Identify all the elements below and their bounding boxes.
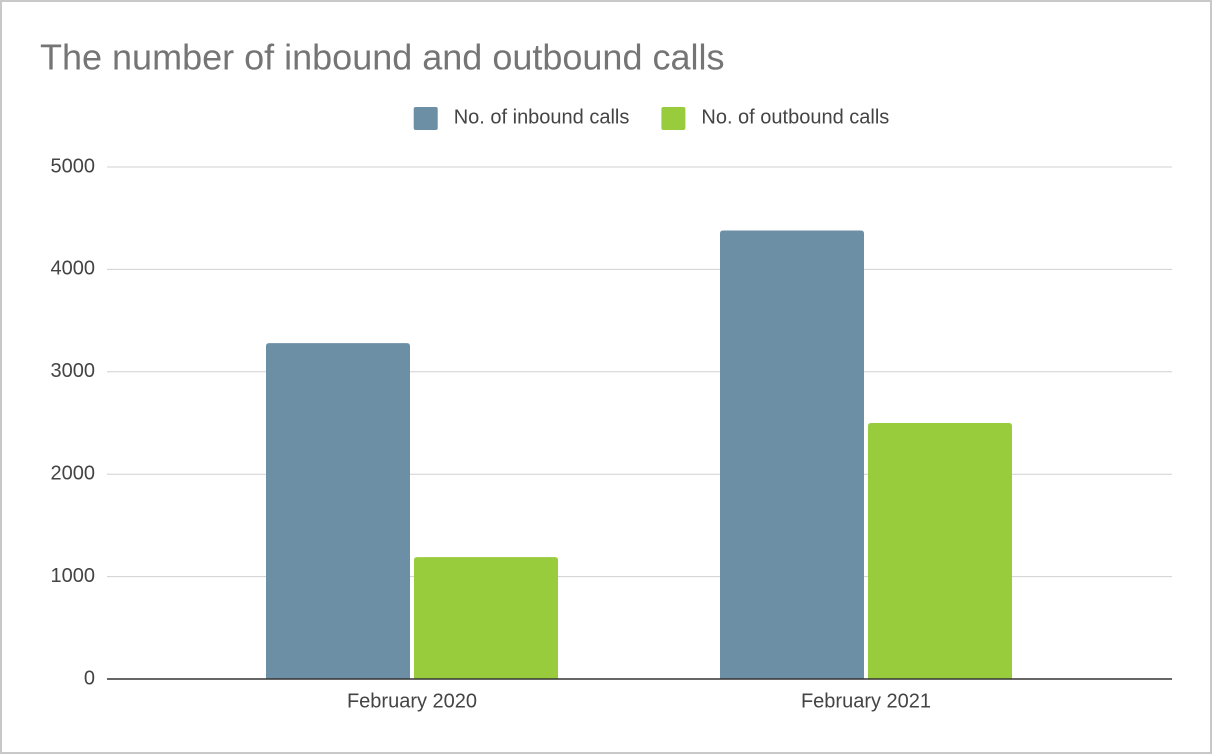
y-tick-label: 5000 — [51, 155, 96, 177]
bar — [720, 230, 864, 679]
y-tick-label: 2000 — [51, 462, 96, 484]
y-tick-label: 4000 — [51, 258, 96, 280]
legend-label: No. of outbound calls — [701, 106, 889, 128]
chart-title: The number of inbound and outbound calls — [40, 37, 725, 78]
legend-swatch — [661, 107, 686, 130]
y-tick-label: 0 — [84, 667, 95, 689]
bar — [266, 343, 410, 679]
x-tick-label: February 2020 — [347, 690, 477, 712]
x-tick-label: February 2021 — [801, 690, 931, 712]
bar — [414, 557, 558, 679]
y-tick-label: 1000 — [51, 565, 96, 587]
y-tick-label: 3000 — [51, 360, 96, 382]
legend-swatch — [413, 107, 438, 130]
bar — [868, 423, 1012, 679]
legend-label: No. of inbound calls — [454, 106, 630, 128]
